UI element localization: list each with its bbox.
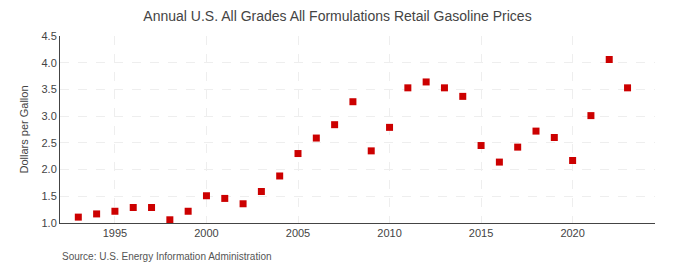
svg-text:3.5: 3.5 xyxy=(42,83,57,95)
svg-text:1995: 1995 xyxy=(103,227,127,239)
svg-text:4.0: 4.0 xyxy=(42,57,57,69)
svg-text:3.0: 3.0 xyxy=(42,110,57,122)
svg-text:Dollars per Gallon: Dollars per Gallon xyxy=(18,85,30,173)
svg-text:2020: 2020 xyxy=(560,227,584,239)
svg-text:Source: U.S. Energy Informatio: Source: U.S. Energy Information Administ… xyxy=(62,251,272,262)
svg-text:4.5: 4.5 xyxy=(42,30,57,42)
svg-text:Annual U.S. All Grades All For: Annual U.S. All Grades All Formulations … xyxy=(143,8,531,24)
svg-text:2005: 2005 xyxy=(286,227,310,239)
svg-text:2.5: 2.5 xyxy=(42,137,57,149)
svg-text:2010: 2010 xyxy=(377,227,401,239)
svg-text:1.0: 1.0 xyxy=(42,217,57,229)
svg-text:2.0: 2.0 xyxy=(42,163,57,175)
svg-text:2015: 2015 xyxy=(469,227,493,239)
svg-text:1.5: 1.5 xyxy=(42,190,57,202)
svg-text:2000: 2000 xyxy=(194,227,218,239)
